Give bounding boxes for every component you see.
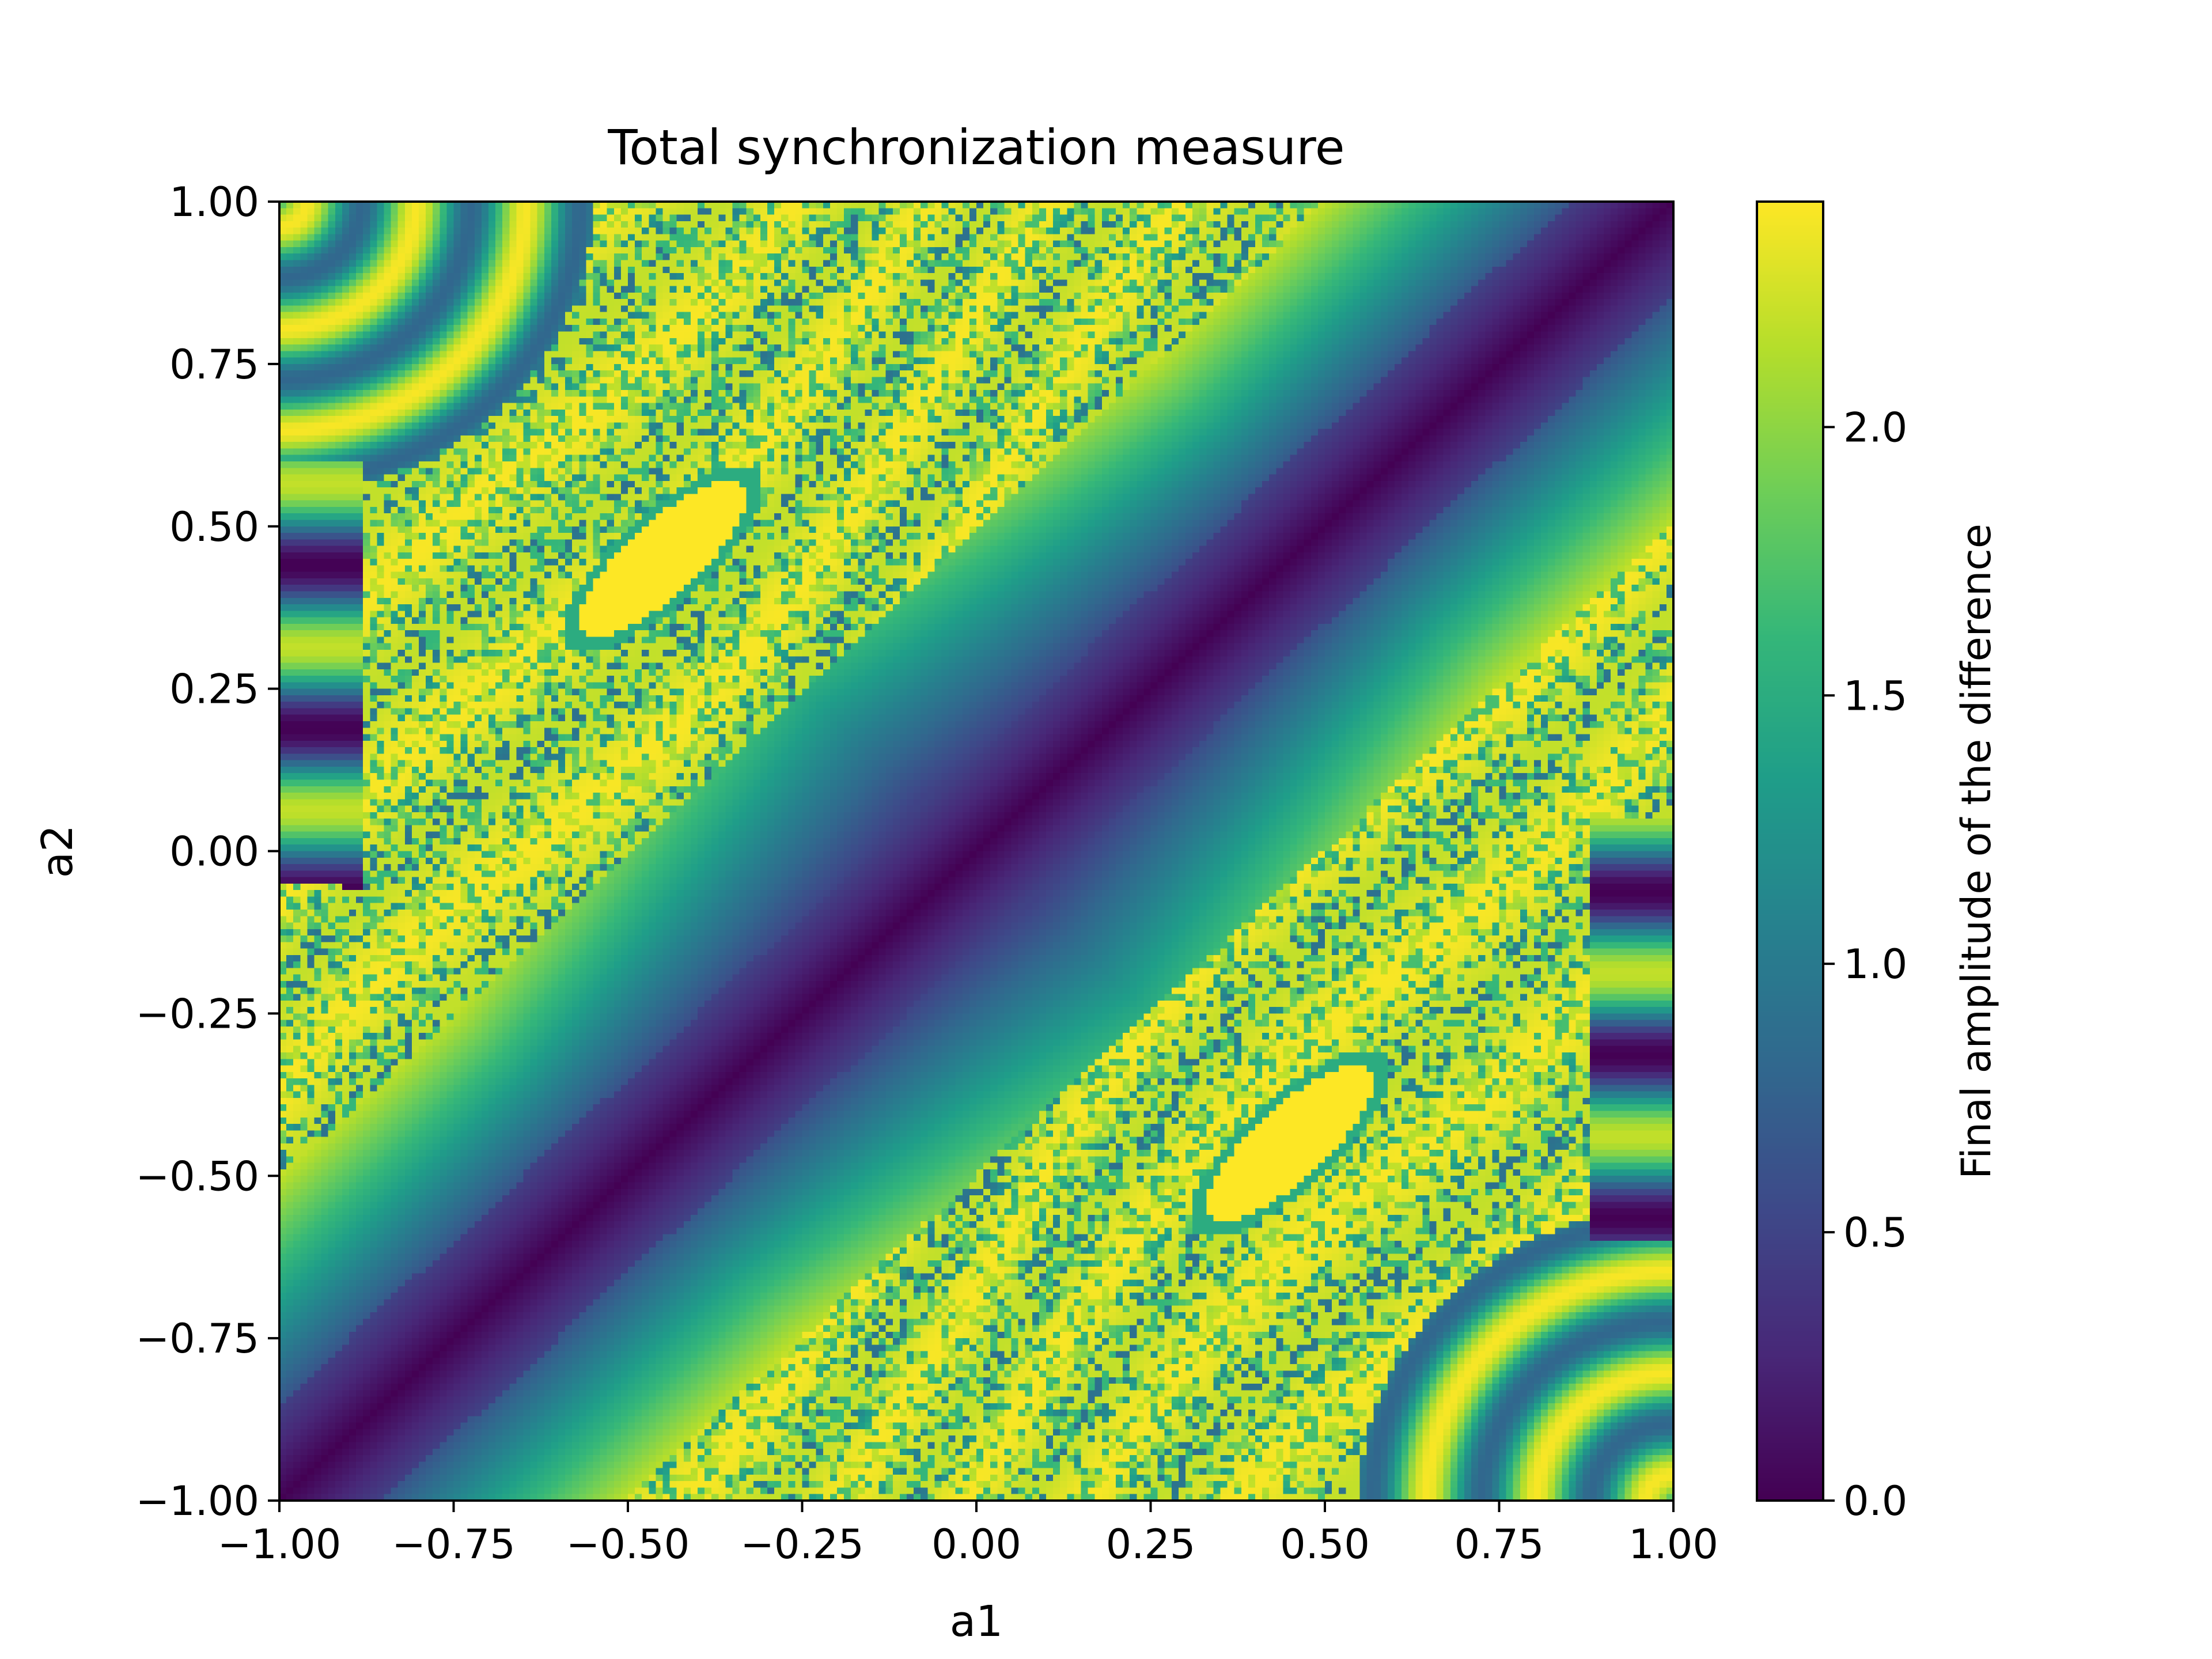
colorbar-tick-label: 1.5	[1843, 672, 1907, 719]
x-tick-label: 0.75	[1455, 1521, 1544, 1568]
y-tick-label: 0.50	[169, 503, 259, 551]
plot-frame	[278, 200, 1675, 1502]
y-tick-label: 0.75	[169, 341, 259, 388]
x-axis-label: a1	[950, 1597, 1003, 1646]
x-tick-label: 1.00	[1628, 1521, 1718, 1568]
colorbar-tick-label: 0.0	[1843, 1478, 1907, 1525]
colorbar-ticks: 0.0 0.5 1.0 1.5 2.0	[1823, 404, 1907, 1525]
x-tick-label: −0.25	[740, 1521, 864, 1568]
colorbar-label: Final amplitude of the difference	[1953, 524, 2000, 1179]
chart-title: Total synchronization measure	[607, 119, 1344, 176]
y-tick-label: −1.00	[135, 1478, 259, 1525]
y-tick-label: 1.00	[169, 179, 259, 226]
y-tick-label: −0.25	[135, 990, 259, 1037]
x-tick-label: −1.00	[218, 1521, 342, 1568]
x-tick-label: 0.25	[1106, 1521, 1196, 1568]
x-tick-label: −0.50	[566, 1521, 690, 1568]
x-tick-label: 0.50	[1280, 1521, 1370, 1568]
colorbar-tick-label: 2.0	[1843, 404, 1907, 451]
colorbar-tick-label: 1.0	[1843, 941, 1907, 988]
x-tick-label: 0.00	[931, 1521, 1021, 1568]
colorbar-gradient	[1757, 202, 1823, 1501]
y-tick-label: −0.75	[135, 1315, 259, 1362]
colorbar-frame	[1756, 200, 1824, 1502]
x-tick-label: −0.75	[392, 1521, 516, 1568]
y-axis-label: a2	[33, 825, 82, 878]
x-axis-ticks: −1.00 −0.75 −0.50 −0.25 0.00 0.25 0.50 0.75 1.00	[218, 1501, 1718, 1568]
y-axis-ticks: 1.00 0.75 0.50 0.25 0.00 −0.25 −0.50 −0.75 −1.00	[135, 179, 279, 1525]
y-tick-label: −0.50	[135, 1153, 259, 1200]
y-tick-label: 0.00	[169, 828, 259, 876]
colorbar-tick-label: 0.5	[1843, 1209, 1907, 1256]
heatmap-image	[279, 202, 1673, 1501]
y-tick-label: 0.25	[169, 666, 259, 713]
